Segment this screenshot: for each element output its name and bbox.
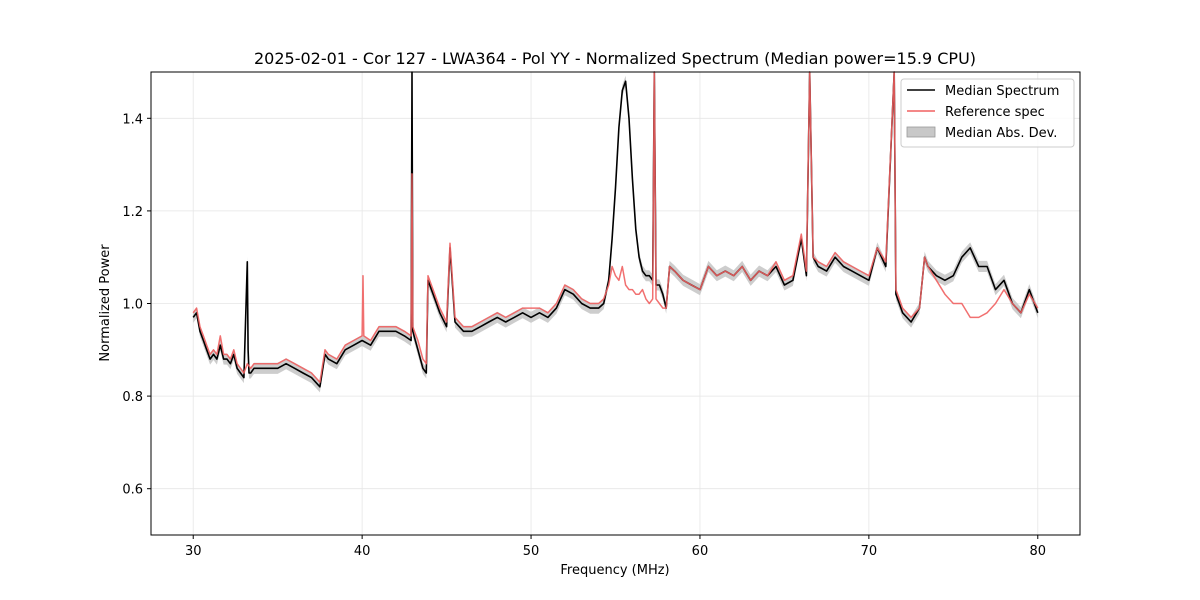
y-tick-label: 1.4: [122, 112, 143, 127]
x-tick-label: 80: [1029, 544, 1046, 559]
legend: Median Spectrum Reference spec Median Ab…: [900, 78, 1075, 148]
legend-label-mad: Median Abs. Dev.: [945, 126, 1057, 141]
legend-handle-mad: [906, 126, 936, 138]
x-tick-label: 40: [354, 544, 371, 559]
x-axis-label: Frequency (MHz): [560, 563, 669, 578]
x-tick-label: 30: [185, 544, 202, 559]
y-axis-label: Normalized Power: [98, 244, 113, 362]
y-tick-label: 0.6: [122, 483, 143, 498]
legend-box: [900, 78, 1075, 148]
grid: [151, 72, 1080, 535]
y-tick-label: 1.0: [122, 298, 143, 313]
chart-title: 2025-02-01 - Cor 127 - LWA364 - Pol YY -…: [254, 49, 976, 68]
legend-label-reference: Reference spec: [945, 105, 1045, 120]
x-tick-label: 50: [523, 544, 540, 559]
axis-ticks: 30 40 50 60 70 80 0.6 0.8 1.0 1.2 1.4: [122, 112, 1046, 559]
x-tick-label: 60: [692, 544, 709, 559]
x-tick-label: 70: [861, 544, 878, 559]
legend-label-median: Median Spectrum: [945, 84, 1059, 99]
y-tick-label: 0.8: [122, 390, 143, 405]
y-tick-label: 1.2: [122, 205, 143, 220]
series-line-median: [192, 71, 1039, 388]
series-line-reference: [192, 71, 1039, 383]
series-lines: [192, 71, 1039, 388]
